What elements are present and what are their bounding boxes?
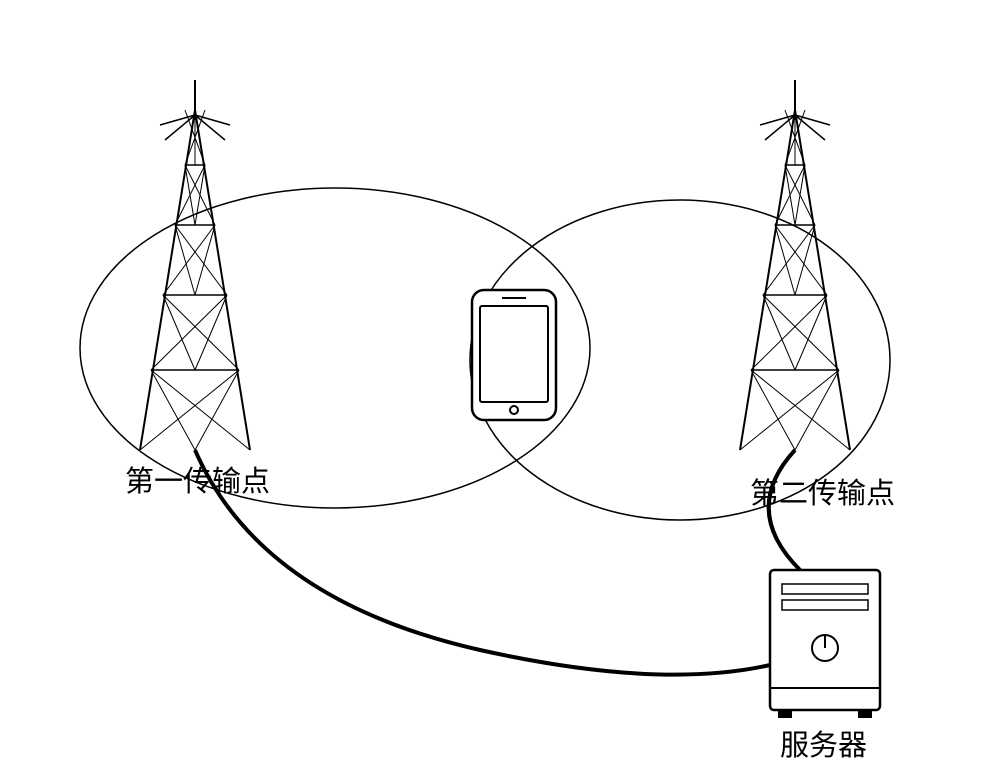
phone-icon	[472, 290, 556, 420]
server-label: 服务器	[780, 722, 867, 764]
server-icon	[770, 570, 880, 718]
diagram-canvas	[0, 0, 1000, 763]
link-tower1-server	[195, 450, 770, 675]
tower-2	[740, 80, 850, 450]
tower-1	[140, 80, 250, 450]
tower-1-label: 第一传输点	[125, 458, 270, 500]
tower-2-label: 第二传输点	[750, 470, 895, 512]
